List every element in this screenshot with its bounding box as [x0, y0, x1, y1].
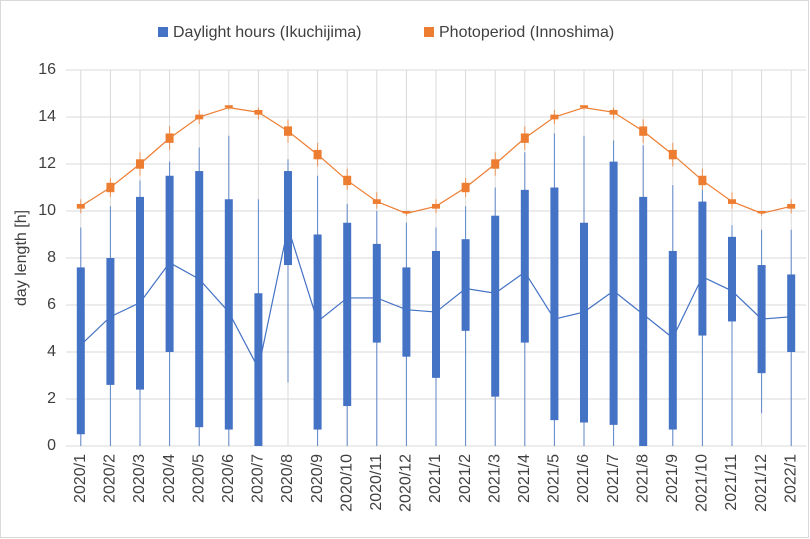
- mean-line: [80, 225, 792, 371]
- box: [343, 222, 352, 407]
- box: [313, 234, 322, 430]
- x-tick-label: 2021/1: [427, 454, 444, 503]
- box: [284, 171, 292, 266]
- box: [520, 189, 529, 343]
- box: [402, 267, 411, 357]
- box: [432, 250, 440, 378]
- x-tick-label: 2021/7: [605, 454, 622, 503]
- legend-label: Daylight hours (Ikuchijima): [173, 24, 362, 41]
- x-tick-label: 2020/4: [161, 454, 178, 503]
- y-tick-label: 4: [47, 343, 56, 360]
- box: [668, 250, 677, 430]
- y-tick-label: 8: [47, 249, 56, 266]
- x-tick-label: 2020/6: [220, 454, 237, 503]
- box: [195, 171, 204, 428]
- x-tick-label: 2021/2: [457, 454, 474, 503]
- box: [402, 211, 411, 214]
- box: [106, 258, 115, 385]
- box: [580, 105, 588, 108]
- x-tick-label: 2020/8: [279, 454, 296, 503]
- box: [491, 215, 500, 397]
- x-tick-label: 2021/3: [486, 454, 503, 503]
- x-tick-label: 2021/4: [516, 454, 533, 503]
- x-tick-label: 2020/1: [72, 454, 89, 503]
- x-tick-label: 2020/12: [398, 454, 415, 512]
- legend-swatch: [424, 27, 434, 37]
- y-tick-label: 2: [47, 390, 56, 407]
- box: [224, 105, 233, 108]
- x-tick-label: 2021/5: [546, 454, 563, 503]
- box: [461, 239, 470, 331]
- box: [757, 211, 766, 214]
- box: [787, 203, 796, 209]
- x-tick-label: 2020/5: [190, 454, 207, 503]
- box: [639, 196, 648, 446]
- box: [165, 175, 174, 352]
- box: [698, 201, 707, 336]
- x-tick-label: 2021/9: [664, 454, 681, 503]
- y-tick-label: 14: [38, 108, 56, 125]
- box: [550, 187, 559, 421]
- x-tick-label: 2021/10: [694, 454, 711, 512]
- x-tick-label: 2021/12: [753, 454, 770, 512]
- mean-line: [80, 106, 792, 214]
- box: [224, 199, 233, 430]
- box: [728, 236, 736, 322]
- y-tick-label: 12: [38, 155, 56, 172]
- x-tick-label: 2022/1: [782, 454, 799, 503]
- y-tick-label: 10: [38, 202, 56, 219]
- y-axis-label: day length [h]: [13, 210, 30, 306]
- box: [76, 267, 85, 435]
- legend-swatch: [158, 27, 168, 37]
- x-tick-label: 2020/3: [131, 454, 148, 503]
- y-tick-label: 0: [47, 437, 56, 454]
- x-tick-label: 2020/2: [102, 454, 119, 503]
- x-tick-label: 2021/8: [634, 454, 651, 503]
- y-tick-label: 16: [38, 61, 56, 78]
- x-tick-label: 2020/10: [338, 454, 355, 512]
- box: [787, 274, 796, 352]
- x-tick-label: 2020/7: [250, 454, 267, 503]
- box: [580, 222, 588, 423]
- box: [136, 196, 144, 390]
- legend-label: Photoperiod (Innoshima): [439, 24, 614, 41]
- box: [609, 161, 618, 425]
- x-tick-label: 2021/6: [575, 454, 592, 503]
- y-tick-label: 6: [47, 296, 56, 313]
- x-tick-label: 2021/11: [723, 454, 740, 511]
- x-tick-label: 2020/9: [309, 454, 326, 503]
- box: [372, 243, 381, 343]
- x-tick-label: 2020/11: [368, 454, 385, 511]
